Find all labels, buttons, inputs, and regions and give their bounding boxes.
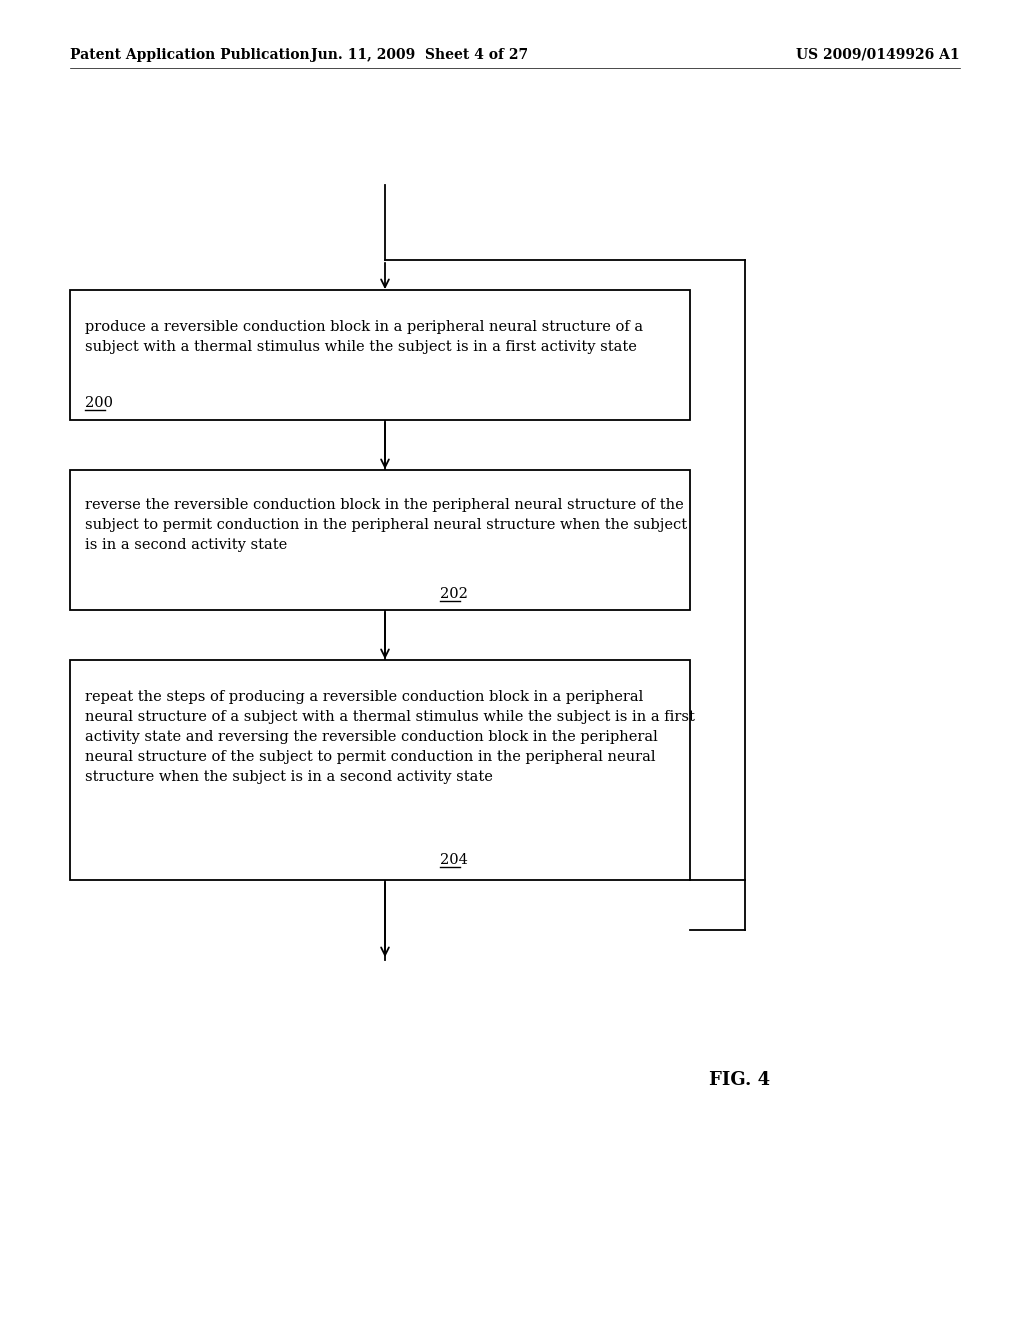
Text: neural structure of a subject with a thermal stimulus while the subject is in a : neural structure of a subject with a the…	[85, 710, 695, 723]
Bar	[70, 290, 690, 420]
Text: 200: 200	[85, 396, 113, 411]
Bar	[70, 660, 690, 880]
Text: 202: 202	[440, 587, 468, 601]
Text: neural structure of the subject to permit conduction in the peripheral neural: neural structure of the subject to permi…	[85, 750, 655, 764]
Text: Patent Application Publication: Patent Application Publication	[70, 48, 309, 62]
Text: Jun. 11, 2009  Sheet 4 of 27: Jun. 11, 2009 Sheet 4 of 27	[311, 48, 528, 62]
Text: subject to permit conduction in the peripheral neural structure when the subject: subject to permit conduction in the peri…	[85, 517, 687, 532]
Bar	[70, 470, 690, 610]
Text: repeat the steps of producing a reversible conduction block in a peripheral: repeat the steps of producing a reversib…	[85, 690, 643, 704]
Text: produce a reversible conduction block in a peripheral neural structure of a: produce a reversible conduction block in…	[85, 319, 643, 334]
Text: 204: 204	[440, 853, 468, 867]
Text: subject with a thermal stimulus while the subject is in a first activity state: subject with a thermal stimulus while th…	[85, 341, 637, 354]
Text: reverse the reversible conduction block in the peripheral neural structure of th: reverse the reversible conduction block …	[85, 498, 684, 512]
Text: US 2009/0149926 A1: US 2009/0149926 A1	[797, 48, 961, 62]
Text: activity state and reversing the reversible conduction block in the peripheral: activity state and reversing the reversi…	[85, 730, 657, 744]
Text: FIG. 4: FIG. 4	[710, 1071, 771, 1089]
Text: structure when the subject is in a second activity state: structure when the subject is in a secon…	[85, 770, 493, 784]
Text: is in a second activity state: is in a second activity state	[85, 539, 288, 552]
